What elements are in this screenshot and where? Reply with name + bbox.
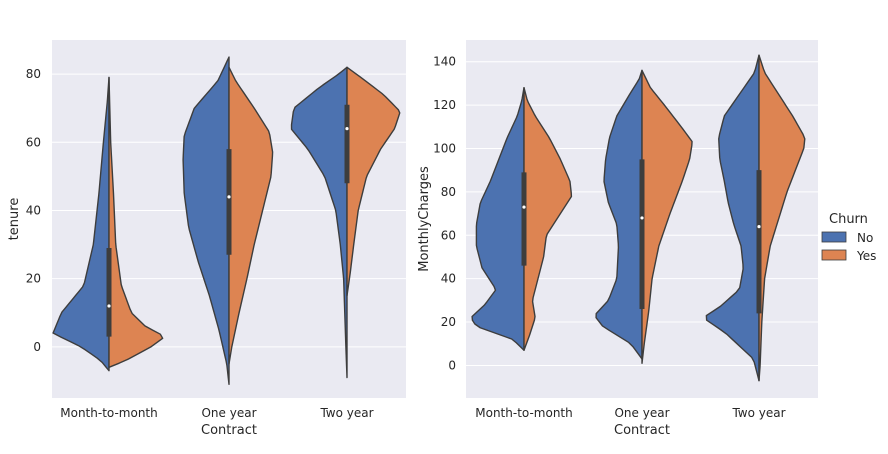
- y-tick-label: 80: [26, 67, 41, 81]
- violin-month-to-month-yes: [523, 87, 573, 351]
- y-tick-label: 40: [26, 203, 41, 217]
- median-point-month-to-month: [522, 205, 526, 209]
- violin-two-year-no: [705, 54, 760, 382]
- x-tick-label-one-year: One year: [614, 406, 669, 420]
- tenure-violin-panel: 0 20 40 60 80 Month-to-month One year Two year C…: [7, 40, 406, 438]
- median-point-one-year: [640, 216, 644, 220]
- median-point-two-year: [345, 127, 349, 131]
- median-point-two-year: [757, 224, 761, 229]
- violin-month-to-month-no: [52, 76, 110, 372]
- y-tick-label: 20: [26, 272, 41, 286]
- y-tick-label: 40: [441, 272, 456, 286]
- y-tick-label: 60: [441, 228, 456, 242]
- y-tick-label: 80: [441, 185, 456, 199]
- y-axis-label: MonthlyCharges: [417, 166, 432, 272]
- x-axis-label: Contract: [614, 423, 670, 438]
- x-tick-label-two-year: Two year: [731, 406, 785, 420]
- y-tick-label: 60: [26, 135, 41, 149]
- legend-title: Churn: [829, 212, 868, 227]
- x-tick-label-two-year: Two year: [319, 406, 373, 420]
- violin-one-year-yes: [228, 66, 274, 365]
- y-tick-label: 0: [33, 340, 41, 354]
- legend-label-yes: Yes: [856, 249, 876, 263]
- legend-swatch-yes: [821, 249, 847, 261]
- violin-two-year-yes: [758, 54, 806, 382]
- monthlycharges-violin-panel: 0 20 40 60 80 100 120 140 Month-to-month One year…: [417, 40, 818, 438]
- violin-one-year-yes: [641, 69, 693, 364]
- legend-swatch-no: [821, 231, 847, 243]
- y-tick-label: 140: [433, 55, 456, 69]
- y-tick-label: 100: [433, 141, 456, 155]
- x-tick-label-month-to-month: Month-to-month: [60, 406, 158, 420]
- violin-one-year-no: [182, 56, 230, 386]
- y-tick-label: 0: [448, 358, 456, 372]
- legend-label-no: No: [857, 231, 873, 245]
- median-point-one-year: [227, 195, 231, 199]
- violin-two-year-yes: [346, 66, 401, 297]
- x-tick-label-month-to-month: Month-to-month: [475, 406, 573, 420]
- violin-two-year-no: [290, 66, 348, 379]
- y-tick-label: 120: [433, 98, 456, 112]
- violin-one-year-no: [595, 69, 643, 360]
- x-tick-label-one-year: One year: [201, 406, 256, 420]
- median-point-month-to-month: [107, 304, 111, 308]
- churn-legend: Churn No Yes: [821, 212, 876, 263]
- violin-month-to-month-yes: [108, 76, 164, 369]
- violin-month-to-month-no: [471, 87, 525, 351]
- y-tick-label: 20: [441, 315, 456, 329]
- y-axis-label: tenure: [7, 198, 22, 241]
- x-axis-label: Contract: [201, 423, 257, 438]
